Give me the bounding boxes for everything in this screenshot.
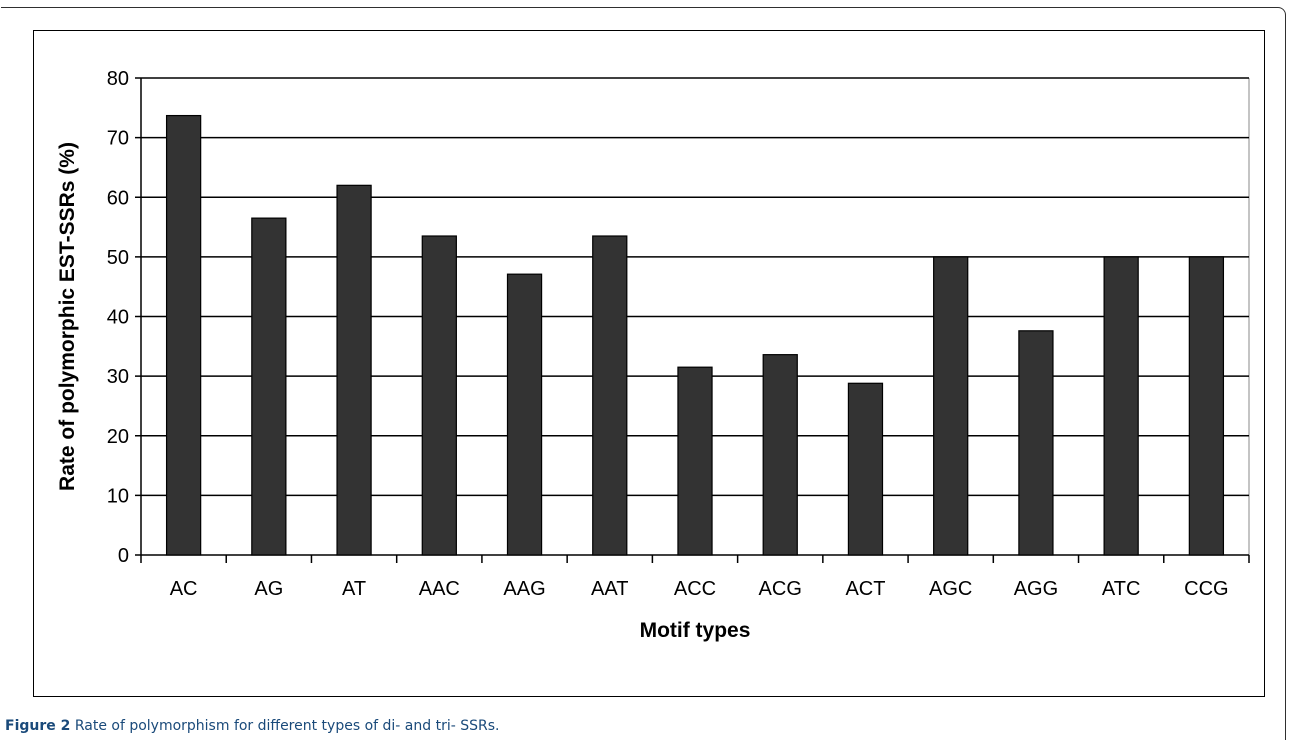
bar-agc: [933, 256, 969, 556]
bar-aat: [592, 235, 628, 556]
x-tick-label-aat: AAT: [591, 578, 628, 600]
x-tick-label-at: AT: [342, 578, 366, 600]
x-tick-label-ag: AG: [254, 578, 283, 600]
y-tick-label: 10: [107, 485, 129, 507]
bar-act: [847, 382, 884, 556]
bar-ag: [251, 217, 287, 556]
x-tick-label-aag: AAG: [503, 578, 545, 600]
y-tick-label: 0: [118, 545, 129, 567]
y-tick-label: 30: [107, 366, 129, 388]
caption-text: Rate of polymorphism for different types…: [74, 718, 500, 734]
x-tick-label-agg: AGG: [1014, 578, 1058, 600]
x-tick-label-atc: ATC: [1102, 578, 1141, 600]
y-tick-label: 60: [107, 187, 129, 209]
figure-frame: [1, 7, 1286, 740]
x-tick-label-ac: AC: [170, 578, 198, 600]
y-tick-label: 80: [107, 68, 129, 90]
bar-ac: [165, 114, 202, 556]
bar-aac: [421, 235, 457, 556]
bar-acg: [762, 354, 798, 556]
figure-caption: Figure 2 Rate of polymorphism for differ…: [5, 718, 499, 734]
x-tick-label-agc: AGC: [929, 578, 972, 600]
bar-ccg: [1188, 256, 1225, 556]
y-tick-label: 70: [107, 128, 129, 150]
x-axis-title: Motif types: [640, 619, 751, 642]
x-tick-label-act: ACT: [845, 578, 885, 600]
y-axis-title: Rate of polymorphic EST-SSRs (%): [56, 142, 79, 491]
bar-at: [336, 184, 372, 556]
caption-label: Figure 2: [5, 718, 71, 734]
x-tick-label-acg: ACG: [759, 578, 802, 600]
bar-agg: [1018, 330, 1054, 556]
bar-acc: [677, 366, 713, 556]
bar-aag: [506, 273, 543, 556]
chart-border: [33, 30, 1265, 697]
y-tick-label: 50: [107, 247, 129, 269]
y-tick-label: 20: [107, 426, 129, 448]
bar-atc: [1103, 256, 1139, 556]
x-tick-label-ccg: CCG: [1184, 578, 1228, 600]
y-tick-label: 40: [107, 307, 129, 329]
x-tick-label-aac: AAC: [419, 578, 460, 600]
x-tick-label-acc: ACC: [674, 578, 716, 600]
